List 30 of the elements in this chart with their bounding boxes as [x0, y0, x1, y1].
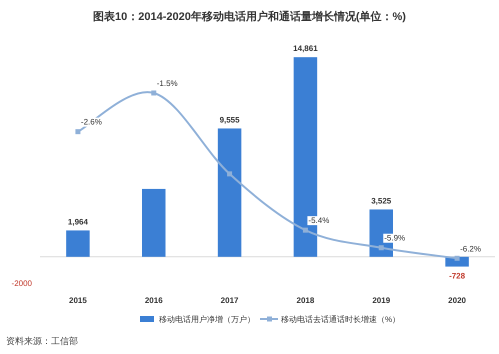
- point: [151, 90, 156, 96]
- x-tick-label: 2018: [296, 296, 315, 305]
- point: [378, 245, 384, 250]
- data-label: 14,861: [293, 44, 318, 54]
- data-label: -2.6%: [80, 118, 102, 127]
- data-label: 9,555: [220, 115, 240, 124]
- x-tick-label: 2019: [372, 296, 391, 305]
- text: 资料来源：工信部: [6, 336, 78, 346]
- chart-title: 图表10：2014-2020年移动电话用户和通话量增长情况(单位：%): [93, 10, 406, 23]
- x-tick-label: 2016: [144, 296, 164, 305]
- bar: [218, 128, 242, 257]
- legend-label: 移动电话去话通话时长增速（%）: [281, 315, 400, 324]
- data-label: -6.2%: [460, 244, 481, 254]
- legend-label: 移动电话用户净增（万户）: [159, 315, 255, 324]
- text: -2000: [12, 279, 33, 288]
- x-tick-label: 2017: [220, 296, 240, 305]
- point: [227, 171, 232, 176]
- point: [75, 129, 80, 134]
- data-label: 3,525: [371, 196, 392, 206]
- data-label: -5.4%: [308, 216, 330, 226]
- data-label: -5.9%: [384, 234, 406, 243]
- data-label: -1.5%: [156, 78, 178, 88]
- bar: [66, 230, 90, 257]
- x-tick-label: 2015: [69, 296, 88, 305]
- data-label: 1,964: [68, 217, 88, 226]
- point: [302, 228, 308, 233]
- x-tick-label: 2020: [448, 296, 467, 305]
- data-label: -728: [449, 272, 466, 281]
- point: [454, 256, 460, 261]
- bar: [142, 188, 166, 257]
